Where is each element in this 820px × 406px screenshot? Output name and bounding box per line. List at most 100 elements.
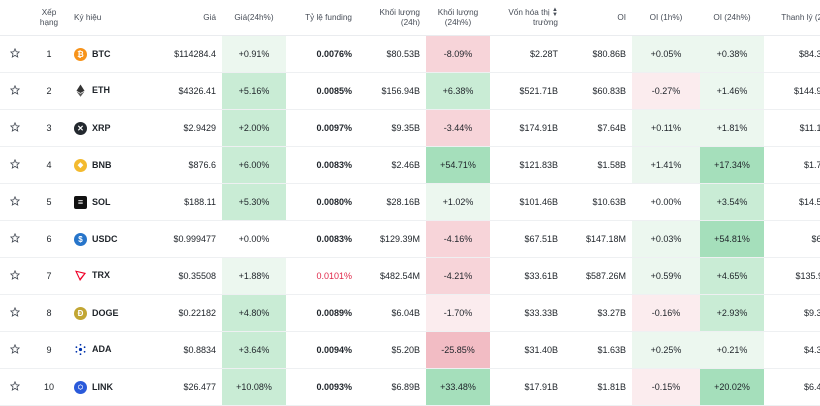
symbol-cell[interactable]: ⬡ LINK	[68, 368, 148, 406]
volume-cell: $129.39M	[358, 220, 426, 258]
table-row[interactable]: 8 Ð DOGE $0.22182 +4.80% 0.0089% $6.04B -1.70% $…	[0, 294, 820, 332]
symbol-cell[interactable]: TRX	[68, 257, 148, 295]
price-cell: $0.35508	[148, 257, 222, 295]
table-row[interactable]: 5 ≡ SOL $188.11 +5.30% 0.0080% $28.16B +1.02% $1…	[0, 183, 820, 221]
symbol-label: USDC	[92, 234, 118, 244]
oi-1h-cell: +0.25%	[632, 331, 700, 369]
oi-cell: $10.63B	[564, 183, 632, 221]
volume-change-cell: +33.48%	[426, 368, 490, 406]
table-row[interactable]: 7 TRX $0.35508 +1.88% 0.0101% $482.54M -4.21% $…	[0, 257, 820, 295]
price-change-cell: +5.16%	[222, 72, 286, 110]
liquidation-cell: $144.91M	[764, 72, 820, 110]
symbol-label: ADA	[92, 344, 112, 354]
table-row[interactable]: 9 ADA $0.8834 +3.64% 0.0094% $5.20B -25.85% $31…	[0, 331, 820, 369]
oi-cell: $147.18M	[564, 220, 632, 258]
volume-change-header[interactable]: Khối lượng (24h%)	[426, 0, 490, 36]
favorite-star-icon[interactable]	[0, 183, 30, 221]
symbol-cell[interactable]: ₿ BTC	[68, 35, 148, 73]
favorite-star-icon[interactable]	[0, 72, 30, 110]
table-row[interactable]: 4 ◆ BNB $876.6 +6.00% 0.0083% $2.46B +54.71% $12…	[0, 146, 820, 184]
oi-1h-cell: +0.05%	[632, 35, 700, 73]
oi-1h-cell: -0.15%	[632, 368, 700, 406]
price-cell: $188.11	[148, 183, 222, 221]
sol-icon: ≡	[74, 195, 87, 209]
symbol-cell[interactable]: Ð DOGE	[68, 294, 148, 332]
price-change-header[interactable]: Giá(24h%)	[222, 0, 286, 36]
volume-change-cell: -4.16%	[426, 220, 490, 258]
favorite-star-icon[interactable]	[0, 146, 30, 184]
market-cap-cell: $2.28T	[490, 35, 564, 73]
oi-cell: $1.63B	[564, 331, 632, 369]
favorite-star-icon[interactable]	[0, 220, 30, 258]
funding-cell: 0.0101%	[286, 257, 358, 295]
btc-icon: ₿	[74, 47, 87, 61]
rank-cell: 9	[30, 331, 68, 369]
oi-24h-cell: +20.02%	[700, 368, 764, 406]
price-change-cell: +10.08%	[222, 368, 286, 406]
usdc-icon: $	[74, 232, 87, 246]
funding-cell: 0.0080%	[286, 183, 358, 221]
market-cap-header-line2: trường	[533, 17, 558, 27]
volume-change-cell: +6.38%	[426, 72, 490, 110]
favorite-star-icon[interactable]	[0, 109, 30, 147]
liquidation-header[interactable]: Thanh lý (24h)	[764, 0, 820, 36]
oi-24h-cell: +2.93%	[700, 294, 764, 332]
oi-24h-cell: +0.38%	[700, 35, 764, 73]
oi-1h-header[interactable]: OI (1h%)	[632, 0, 700, 36]
favorite-star-icon[interactable]	[0, 257, 30, 295]
table-row[interactable]: 3 ✕ XRP $2.9429 +2.00% 0.0097% $9.35B -3.44% $17…	[0, 109, 820, 147]
symbol-label: BTC	[92, 49, 111, 59]
symbol-cell[interactable]: ETH	[68, 72, 148, 110]
volume-header[interactable]: Khối lượng (24h)	[358, 0, 426, 36]
volume-cell: $6.89B	[358, 368, 426, 406]
oi-24h-cell: +3.54%	[700, 183, 764, 221]
price-cell: $876.6	[148, 146, 222, 184]
funding-header[interactable]: Tỷ lệ funding	[286, 0, 358, 36]
liquidation-cell: $1.71M	[764, 146, 820, 184]
symbol-cell[interactable]: $ USDC	[68, 220, 148, 258]
table-body: 1 ₿ BTC $114284.4 +0.91% 0.0076% $80.53B -8.09%…	[0, 35, 820, 406]
oi-cell: $1.58B	[564, 146, 632, 184]
symbol-header[interactable]: Ký hiệu	[68, 0, 148, 36]
table-row[interactable]: 2 ETH $4326.41 +5.16% 0.0085% $156.94B +6.38% $…	[0, 72, 820, 110]
favorite-star-icon[interactable]	[0, 294, 30, 332]
market-cap-cell: $121.83B	[490, 146, 564, 184]
table-row[interactable]: 10 ⬡ LINK $26.477 +10.08% 0.0093% $6.89B +33.48…	[0, 368, 820, 406]
favorite-star-icon[interactable]	[0, 35, 30, 73]
favorite-header	[0, 0, 30, 36]
volume-cell: $482.54M	[358, 257, 426, 295]
funding-cell: 0.0085%	[286, 72, 358, 110]
volume-cell: $6.04B	[358, 294, 426, 332]
symbol-cell[interactable]: ◆ BNB	[68, 146, 148, 184]
volume-cell: $5.20B	[358, 331, 426, 369]
rank-cell: 4	[30, 146, 68, 184]
price-change-cell: +5.30%	[222, 183, 286, 221]
symbol-cell[interactable]: ADA	[68, 331, 148, 369]
market-cap-cell: $67.51B	[490, 220, 564, 258]
price-cell: $26.477	[148, 368, 222, 406]
ada-icon	[74, 343, 87, 356]
oi-24h-header[interactable]: OI (24h%)	[700, 0, 764, 36]
table-row[interactable]: 1 ₿ BTC $114284.4 +0.91% 0.0076% $80.53B -8.09%…	[0, 35, 820, 73]
favorite-star-icon[interactable]	[0, 368, 30, 406]
table-row[interactable]: 6 $ USDC $0.999477 +0.00% 0.0083% $129.39M -4.1…	[0, 220, 820, 258]
market-cap-header[interactable]: Vốn hóa thị ▲ ▼ trường	[490, 0, 564, 36]
liquidation-cell: $6.00	[764, 220, 820, 258]
price-cell: $4326.41	[148, 72, 222, 110]
rank-header[interactable]: Xếp hạng	[30, 0, 68, 36]
oi-header[interactable]: OI	[564, 0, 632, 36]
oi-1h-cell: -0.16%	[632, 294, 700, 332]
price-change-cell: +4.80%	[222, 294, 286, 332]
eth-icon	[74, 84, 87, 97]
rank-cell: 1	[30, 35, 68, 73]
oi-cell: $587.26M	[564, 257, 632, 295]
symbol-cell[interactable]: ✕ XRP	[68, 109, 148, 147]
symbol-cell[interactable]: ≡ SOL	[68, 183, 148, 221]
oi-1h-cell: +0.00%	[632, 183, 700, 221]
favorite-star-icon[interactable]	[0, 331, 30, 369]
price-change-cell: +6.00%	[222, 146, 286, 184]
volume-cell: $2.46B	[358, 146, 426, 184]
funding-cell: 0.0094%	[286, 331, 358, 369]
price-header[interactable]: Giá	[148, 0, 222, 36]
